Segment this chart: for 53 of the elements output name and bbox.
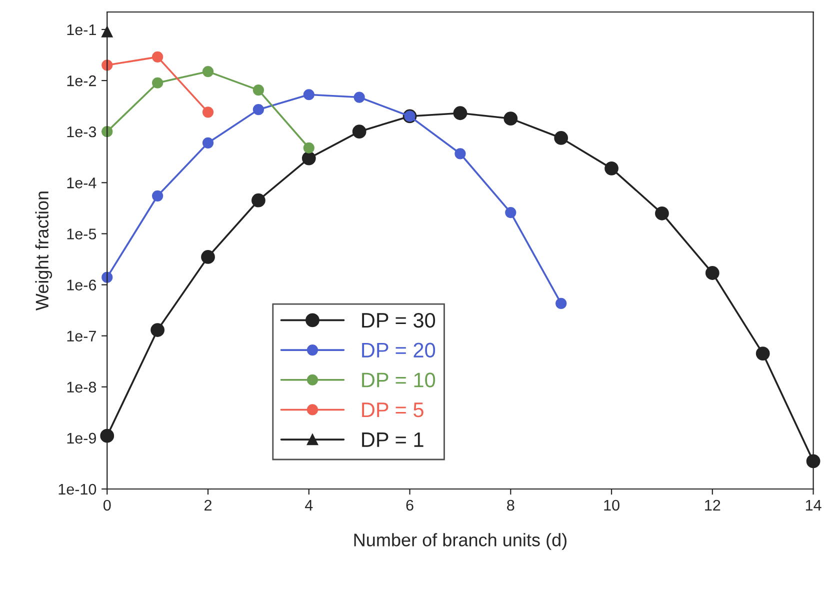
point (150, 323, 165, 337)
point (354, 92, 365, 103)
point (201, 250, 215, 264)
y-tick-label: 1e-6 (67, 280, 96, 290)
x-tick-label: 10 (604, 500, 620, 511)
point (453, 106, 468, 120)
y-tick-label: 1e-2 (67, 75, 96, 86)
y-tick-label: 1e-5 (67, 228, 96, 240)
point (100, 428, 114, 443)
point (202, 137, 214, 148)
legend-label: DP = 10 (362, 372, 436, 388)
legend-label: DP = 20 (362, 342, 436, 358)
y-tick-label: 1e-9 (67, 432, 96, 444)
x-tick-label: 2 (204, 500, 212, 510)
point (655, 206, 669, 220)
y-tick-label: 1e-8 (67, 382, 96, 393)
point (152, 51, 164, 62)
x-tick-label: 4 (304, 500, 313, 510)
y-axis-title: Weight fraction (35, 192, 52, 310)
point (556, 298, 567, 310)
point (705, 266, 720, 280)
x-tick-label: 14 (806, 500, 822, 510)
point (504, 112, 518, 126)
legend-label: DP = 1 (362, 432, 424, 447)
y-tick-label: 1e-3 (67, 126, 96, 138)
point (756, 346, 770, 360)
point (302, 151, 316, 166)
point (202, 106, 214, 118)
point (303, 142, 314, 154)
point (352, 124, 366, 139)
legend-label: DP = 5 (362, 402, 424, 418)
point (202, 66, 214, 78)
point (102, 26, 113, 38)
point (505, 206, 516, 218)
point (251, 193, 266, 208)
point (604, 161, 618, 176)
point (252, 104, 264, 116)
y-tick-label: 1e-10 (58, 484, 96, 495)
point (152, 77, 164, 88)
legend-label: DP = 30 (362, 312, 436, 328)
y-tick-label: 1e-1 (67, 24, 96, 36)
x-tick-label: 6 (406, 500, 414, 511)
x-axis-title: Number of branch units (d) (354, 533, 566, 550)
y-tick-label: 1e-4 (67, 178, 96, 188)
point (303, 89, 314, 100)
x-tick-label: 8 (507, 500, 514, 511)
point (152, 190, 164, 202)
point (454, 148, 466, 160)
x-tick-label: 0 (103, 500, 111, 511)
y-tick-label: 1e-7 (67, 330, 96, 342)
point (554, 131, 568, 145)
x-tick-label: 12 (705, 500, 720, 510)
point (252, 84, 264, 96)
